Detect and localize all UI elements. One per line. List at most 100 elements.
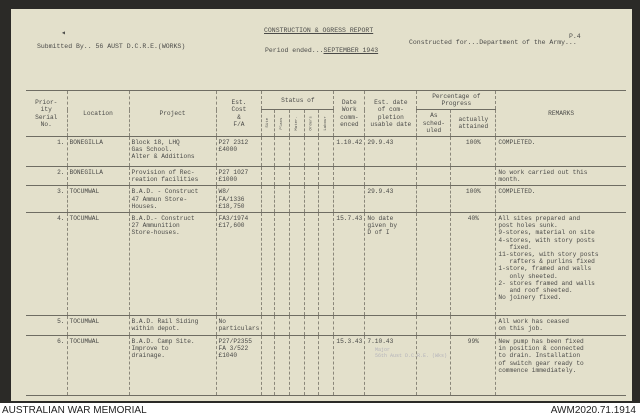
row-cost: No particulars: [215, 315, 262, 336]
row-status-cell: [304, 185, 319, 213]
row-scheduled: [416, 212, 451, 316]
col-cost: Est. Cost & F/A: [215, 90, 262, 137]
row-status-cell: [261, 166, 275, 186]
row-attained: 40%: [450, 212, 496, 316]
row-number: 4.: [57, 215, 65, 223]
row-cost: P27 2312 £4000: [215, 136, 262, 167]
row-number: 2.: [57, 169, 65, 177]
row-attained: 99%: [450, 335, 496, 396]
footer-institution: AUSTRALIAN WAR MEMORIAL: [2, 405, 147, 416]
col-status-orders: Orders: [304, 109, 319, 137]
period-label: Period ended...: [265, 47, 324, 54]
row-scheduled: [416, 315, 451, 336]
row-status-cell: [289, 185, 305, 213]
signature-stamp: Major 56th Aust D.C.R.E. (Wks): [375, 347, 448, 359]
row-number: 6.: [57, 338, 65, 346]
row-project: B.A.D. Camp Site. Improve to drainage.: [128, 335, 216, 396]
col-remarks: REMARKS: [495, 90, 626, 137]
page-number: P.4: [569, 33, 581, 40]
col-status-labour: Labour: [318, 109, 334, 137]
row-scheduled: [416, 335, 451, 396]
col-est-completion: Est. date of com- pletion usable date: [364, 90, 417, 137]
row-remarks: New pump has been fixed in position & co…: [495, 335, 626, 396]
row-status-cell: [274, 185, 290, 213]
row-est-completion: No date given by D of I: [364, 212, 417, 316]
row-location: BONEGILLA: [66, 166, 129, 186]
row-project: Provision of Rec- reation facilities: [128, 166, 216, 186]
punch-mark: ◂: [61, 29, 66, 38]
col-progress: Percentage of Progress: [416, 90, 496, 110]
row-status-cell: [289, 315, 305, 336]
row-est-completion: 29.9.43: [364, 136, 417, 167]
submitted-by-label: Submitted By..: [37, 43, 92, 50]
report-title: CONSTRUCTION & OGRESS REPORT: [264, 27, 374, 34]
row-remarks: No work carried out this month.: [495, 166, 626, 186]
row-date-commenced: [333, 185, 365, 213]
table-row: 4. TOCUMWAL B.A.D.- Construct 27 Ammunitio…: [26, 212, 626, 316]
row-cost: FA3/1974 £17,600: [215, 212, 262, 316]
row-scheduled: [416, 136, 451, 167]
row-status-cell: [289, 335, 305, 396]
row-number: 5.: [57, 318, 65, 326]
row-remarks: COMPLETED.: [495, 185, 626, 213]
row-attained: 100%: [450, 185, 496, 213]
row-date-commenced: [333, 315, 365, 336]
row-cost: P27/P2355 FA 3/522 £1040: [215, 335, 262, 396]
row-status-cell: [274, 136, 290, 167]
col-status-plans: Plans: [274, 109, 290, 137]
row-status-cell: [304, 212, 319, 316]
col-status: Status of: [261, 90, 334, 110]
row-remarks: All work has ceased on this job.: [495, 315, 626, 336]
row-location: TOCUMWAL: [66, 315, 129, 336]
row-status-cell: [318, 166, 334, 186]
row-attained: 100%: [450, 136, 496, 167]
row-status-cell: [304, 315, 319, 336]
col-status-mater: Mater.: [289, 109, 305, 137]
row-status-cell: [304, 136, 319, 167]
row-location: TOCUMWAL: [66, 335, 129, 396]
col-attained: actually attained: [450, 109, 496, 137]
table-header-row: Prior- ity Serial No. Location Project E…: [26, 90, 626, 137]
row-status-cell: [289, 166, 305, 186]
table-row: 1. BONEGILLA Block 18, LHQ Gas School. Alt…: [26, 136, 626, 167]
period-ended: Period ended...SEPTEMBER 1943: [265, 47, 378, 55]
row-cost: P27 1027 £1000: [215, 166, 262, 186]
row-remarks: COMPLETED.: [495, 136, 626, 167]
row-status-cell: [289, 212, 305, 316]
col-project: Project: [128, 90, 216, 137]
row-status-cell: [261, 185, 275, 213]
table-subheader-row: Site Plans Mater. Orders Labour As sched…: [26, 109, 626, 137]
table-row: 5. TOCUMWAL B.A.D. Rail Siding within depo…: [26, 315, 626, 336]
period-value: SEPTEMBER 1943: [323, 47, 379, 54]
row-status-cell: [318, 212, 334, 316]
row-remarks: All sites prepared and post holes sunk. …: [495, 212, 626, 316]
table-row: 2. BONEGILLA Provision of Rec- reation fac…: [26, 166, 626, 186]
col-location: Location: [66, 90, 129, 137]
submitted-by: Submitted By.. 56 AUST D.C.R.E.(WORKS): [37, 43, 185, 51]
col-date-commenced: Date Work comm- enced: [333, 90, 365, 137]
row-status-cell: [289, 136, 305, 167]
row-status-cell: [318, 315, 334, 336]
row-status-cell: [318, 136, 334, 167]
table-row: 6. TOCUMWAL B.A.D. Camp Site. Improve to d…: [26, 335, 626, 396]
row-number: 3.: [57, 188, 65, 196]
row-location: BONEGILLA: [66, 136, 129, 167]
row-cost: W8/ FA/1336 £18,750: [215, 185, 262, 213]
constructed-for: Constructed for...Department of the Army…: [409, 39, 577, 47]
row-number: 1.: [57, 139, 65, 147]
footer-accession: AWM2020.71.1914: [550, 405, 636, 416]
table-row: 3. TOCUMWAL B.A.D. - Construct 47 Ammun St…: [26, 185, 626, 213]
row-project: B.A.D. - Construct 47 Ammun Store- House…: [128, 185, 216, 213]
row-project: Block 18, LHQ Gas School. Alter & Additi…: [128, 136, 216, 167]
row-status-cell: [304, 335, 319, 396]
row-project: B.A.D. Rail Siding within depot.: [128, 315, 216, 336]
row-attained: [450, 315, 496, 336]
row-status-cell: [304, 166, 319, 186]
row-est-completion: [364, 166, 417, 186]
row-date-commenced: 15.3.43: [333, 335, 365, 396]
row-scheduled: [416, 166, 451, 186]
row-status-cell: [318, 185, 334, 213]
col-scheduled: As sched- uled: [416, 109, 451, 137]
row-date-commenced: 15.7.43: [333, 212, 365, 316]
row-attained: [450, 166, 496, 186]
